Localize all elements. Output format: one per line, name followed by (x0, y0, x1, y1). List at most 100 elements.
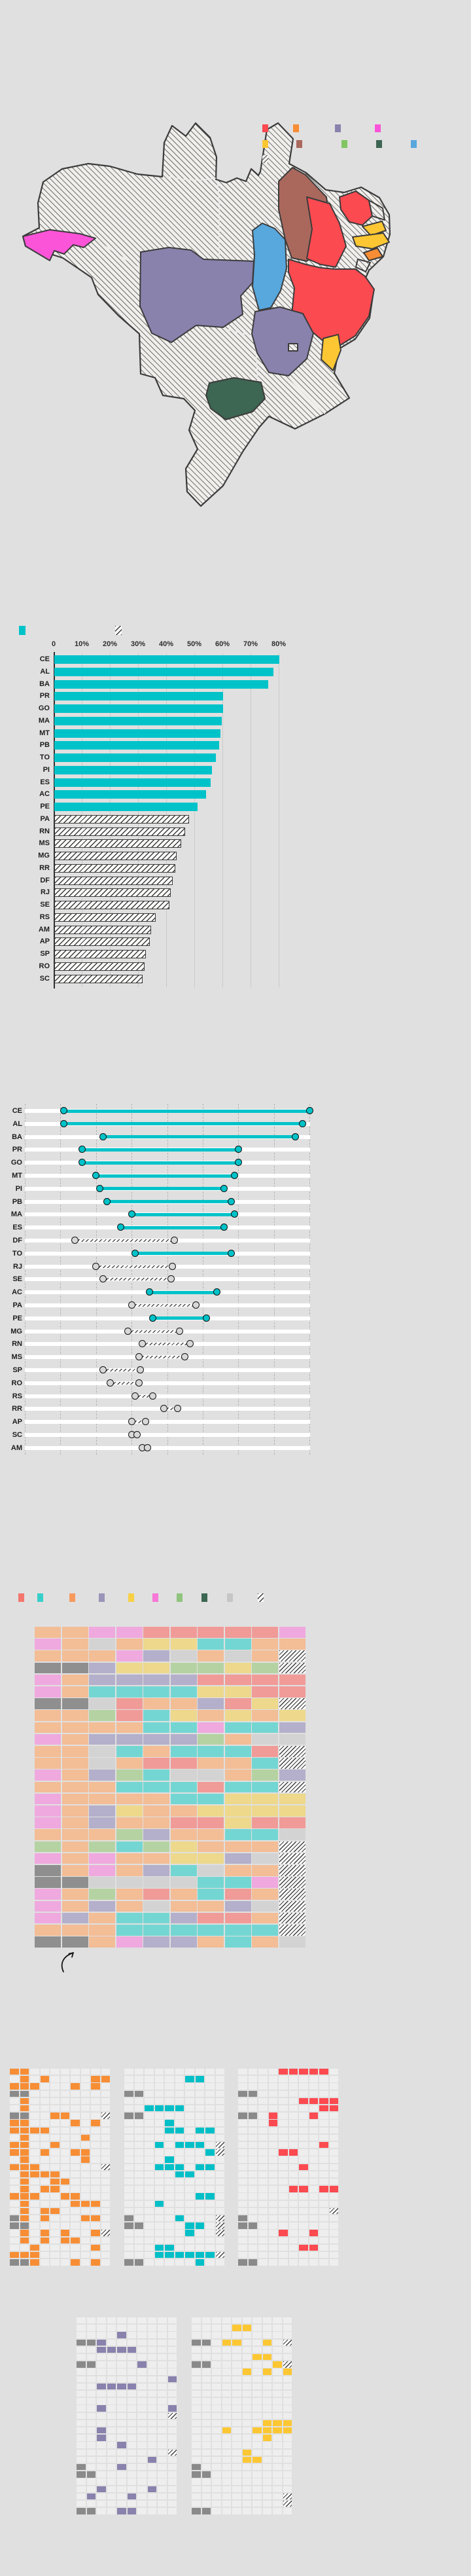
grid-cell (116, 1936, 143, 1948)
grid-cell (89, 1686, 115, 1697)
waffle-cell (232, 2405, 241, 2412)
waffle-cell (147, 2420, 157, 2427)
waffle-cell (288, 2193, 298, 2200)
waffle-cell (124, 2252, 133, 2259)
waffle-cell (147, 2427, 157, 2434)
waffle-cell (319, 2113, 328, 2119)
waffle-cell (158, 2412, 167, 2419)
waffle-cell (71, 2207, 80, 2215)
grid-cell (224, 1627, 251, 1638)
waffle-cell (86, 2412, 96, 2419)
waffle-cell (248, 2164, 258, 2170)
waffle-cell (86, 2478, 96, 2485)
waffle-cell (86, 2456, 96, 2463)
waffle-cell (80, 2097, 90, 2105)
waffle-cell (117, 2346, 126, 2353)
waffle-cell (185, 2134, 194, 2141)
waffle-cell (273, 2339, 282, 2346)
waffle-cell (158, 2464, 167, 2471)
waffle-cell (242, 2508, 252, 2514)
waffle-cell (40, 2193, 50, 2200)
grid-cell (35, 1662, 61, 1674)
waffle-cell (319, 2127, 328, 2133)
grid-cell (252, 1829, 278, 1840)
dot-start-MG (124, 1327, 132, 1335)
waffle-cell (299, 2142, 308, 2149)
grid-cell (224, 1650, 251, 1661)
waffle-cell (127, 2354, 137, 2361)
bar-MS (54, 839, 181, 848)
waffle-cell (124, 2244, 133, 2251)
waffle-cell (222, 2493, 232, 2500)
grid-cell (198, 1746, 224, 1757)
grid-cell (116, 1829, 143, 1840)
waffle-cell (329, 2186, 339, 2192)
waffle-cell (201, 2420, 211, 2427)
waffle-cell (137, 2317, 147, 2324)
waffle-cell (262, 2412, 272, 2419)
waffle-cell (20, 2252, 29, 2259)
waffle-cell (232, 2354, 241, 2361)
waffle-cell (262, 2478, 272, 2485)
waffle-cell (248, 2244, 258, 2251)
waffle-cell (309, 2171, 319, 2178)
waffle-cell (238, 2083, 247, 2090)
waffle-cell (107, 2368, 116, 2375)
waffle-cell (134, 2244, 144, 2251)
grid-legend-swatch-green (177, 1593, 183, 1602)
waffle-cell (97, 2486, 106, 2492)
waffle-cell (205, 2083, 215, 2090)
grid-cell (35, 1925, 61, 1936)
waffle-cell (71, 2230, 80, 2236)
bar-legend-swatch-teal (19, 626, 26, 635)
waffle-cell (124, 2083, 133, 2090)
dot-end-DF (170, 1237, 178, 1244)
waffle-cell (101, 2105, 111, 2112)
waffle-cell (158, 2456, 167, 2463)
grid-legend-swatch-purple (99, 1593, 105, 1602)
waffle-cell (288, 2090, 298, 2097)
waffle-cell (273, 2368, 282, 2375)
waffle-cell (253, 2383, 262, 2390)
grid-cell (116, 1686, 143, 1697)
waffle-cell (101, 2120, 111, 2126)
waffle-cell (124, 2179, 133, 2185)
grid-cell (89, 1758, 115, 1769)
waffle-cell (283, 2383, 292, 2390)
waffle-cell (154, 2237, 164, 2243)
dumbbell-label-RO: RO (11, 1379, 23, 1387)
dot-end-MS (181, 1353, 189, 1361)
waffle-cell (185, 2076, 194, 2082)
waffle-cell (91, 2127, 100, 2133)
waffle-cell (127, 2391, 137, 2397)
waffle-cell (319, 2222, 328, 2229)
waffle-cell (147, 2368, 157, 2375)
waffle-cell (253, 2368, 262, 2375)
waffle-cell (40, 2120, 50, 2126)
waffle-cell (253, 2325, 262, 2331)
grid-cell (116, 1639, 143, 1650)
waffle-cell (283, 2464, 292, 2471)
grid-cell (61, 1841, 88, 1853)
grid-cell (252, 1853, 278, 1864)
waffle-cell (147, 2332, 157, 2338)
waffle-cell (242, 2456, 252, 2463)
waffle-cell (288, 2113, 298, 2119)
waffle-cell (279, 2090, 288, 2097)
dot-start-RN (139, 1340, 147, 1348)
x-axis-tick-label: 20% (102, 640, 118, 648)
waffle-cell (192, 2501, 201, 2507)
grid-cell (143, 1889, 169, 1900)
waffle-cell (195, 2090, 205, 2097)
grid-cell (116, 1650, 143, 1661)
waffle-cell (222, 2405, 232, 2412)
waffle-cell (309, 2142, 319, 2149)
waffle-cell (238, 2230, 247, 2236)
waffle-cell (242, 2493, 252, 2500)
waffle-cell (212, 2398, 221, 2404)
waffle-cell (145, 2215, 154, 2222)
bar-RR (54, 863, 175, 873)
waffle-cell (212, 2405, 221, 2412)
waffle-cell (215, 2156, 225, 2163)
grid-cell (252, 1627, 278, 1638)
